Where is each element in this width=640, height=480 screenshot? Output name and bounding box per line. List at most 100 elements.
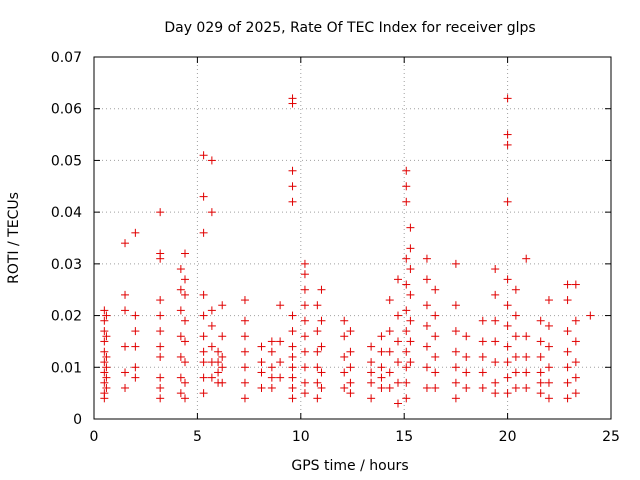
data-point bbox=[478, 352, 487, 361]
data-point bbox=[288, 352, 297, 361]
data-point bbox=[121, 383, 130, 392]
data-point bbox=[102, 373, 111, 382]
data-point bbox=[207, 208, 216, 217]
data-point bbox=[240, 296, 249, 305]
data-point bbox=[536, 378, 545, 387]
data-point bbox=[288, 166, 297, 175]
data-point bbox=[451, 259, 460, 268]
data-point bbox=[100, 378, 109, 387]
data-point bbox=[199, 373, 208, 382]
data-point bbox=[288, 373, 297, 382]
y-tick-label: 0.03 bbox=[51, 257, 82, 273]
data-point bbox=[491, 265, 500, 274]
data-point bbox=[431, 368, 440, 377]
data-point bbox=[503, 140, 512, 149]
y-tick-label: 0.07 bbox=[51, 50, 82, 66]
data-point bbox=[346, 389, 355, 398]
data-point bbox=[240, 394, 249, 403]
data-point bbox=[176, 352, 185, 361]
data-point bbox=[367, 368, 376, 377]
data-point bbox=[276, 358, 285, 367]
data-point bbox=[340, 383, 349, 392]
data-point bbox=[199, 311, 208, 320]
data-point bbox=[491, 316, 500, 325]
data-point bbox=[288, 363, 297, 372]
data-point bbox=[300, 301, 309, 310]
data-point bbox=[406, 358, 415, 367]
data-point bbox=[156, 208, 165, 217]
x-tick-label: 25 bbox=[602, 429, 620, 445]
data-point bbox=[340, 368, 349, 377]
data-point bbox=[571, 337, 580, 346]
data-point bbox=[240, 378, 249, 387]
data-point bbox=[451, 378, 460, 387]
data-point bbox=[367, 358, 376, 367]
data-point bbox=[214, 347, 223, 356]
data-point bbox=[503, 94, 512, 103]
data-point bbox=[431, 311, 440, 320]
data-point bbox=[240, 347, 249, 356]
data-point bbox=[156, 254, 165, 263]
data-point bbox=[462, 368, 471, 377]
data-point bbox=[451, 347, 460, 356]
data-point bbox=[511, 368, 520, 377]
data-point bbox=[402, 327, 411, 336]
data-point bbox=[156, 394, 165, 403]
data-point bbox=[402, 306, 411, 315]
data-point bbox=[536, 389, 545, 398]
data-point bbox=[451, 327, 460, 336]
data-point bbox=[180, 378, 189, 387]
data-point bbox=[422, 342, 431, 351]
data-point bbox=[522, 383, 531, 392]
data-point bbox=[385, 347, 394, 356]
data-point bbox=[313, 394, 322, 403]
data-point bbox=[317, 342, 326, 351]
data-point bbox=[393, 358, 402, 367]
data-point bbox=[431, 352, 440, 361]
data-point bbox=[102, 383, 111, 392]
data-point bbox=[300, 332, 309, 341]
data-point bbox=[503, 342, 512, 351]
data-point bbox=[385, 383, 394, 392]
data-point bbox=[176, 306, 185, 315]
data-point bbox=[121, 368, 130, 377]
data-point bbox=[288, 197, 297, 206]
chart-title: Day 029 of 2025, Rate Of TEC Index for r… bbox=[164, 20, 535, 36]
data-point bbox=[176, 265, 185, 274]
grid-lines bbox=[94, 57, 611, 419]
data-point bbox=[402, 197, 411, 206]
data-point bbox=[218, 378, 227, 387]
data-point bbox=[422, 383, 431, 392]
data-point bbox=[511, 332, 520, 341]
data-point bbox=[563, 280, 572, 289]
data-point bbox=[100, 368, 109, 377]
data-point bbox=[313, 327, 322, 336]
data-point bbox=[240, 316, 249, 325]
y-axis-label: ROTI / TECUs bbox=[6, 192, 22, 284]
data-point bbox=[207, 373, 216, 382]
data-point bbox=[393, 311, 402, 320]
data-point bbox=[131, 228, 140, 237]
data-point bbox=[522, 368, 531, 377]
data-point bbox=[176, 373, 185, 382]
data-point bbox=[121, 290, 130, 299]
data-point bbox=[240, 363, 249, 372]
data-point bbox=[422, 363, 431, 372]
data-point bbox=[346, 363, 355, 372]
data-point bbox=[313, 301, 322, 310]
data-point bbox=[288, 182, 297, 191]
y-tick-label: 0.04 bbox=[51, 205, 82, 221]
data-point bbox=[121, 239, 130, 248]
data-point bbox=[199, 358, 208, 367]
data-point bbox=[240, 332, 249, 341]
data-point bbox=[431, 285, 440, 294]
data-point bbox=[478, 316, 487, 325]
data-point bbox=[199, 151, 208, 160]
data-point bbox=[522, 254, 531, 263]
data-point bbox=[218, 363, 227, 372]
data-point bbox=[511, 285, 520, 294]
data-point bbox=[367, 394, 376, 403]
data-point bbox=[288, 99, 297, 108]
data-point bbox=[544, 394, 553, 403]
data-point bbox=[131, 342, 140, 351]
